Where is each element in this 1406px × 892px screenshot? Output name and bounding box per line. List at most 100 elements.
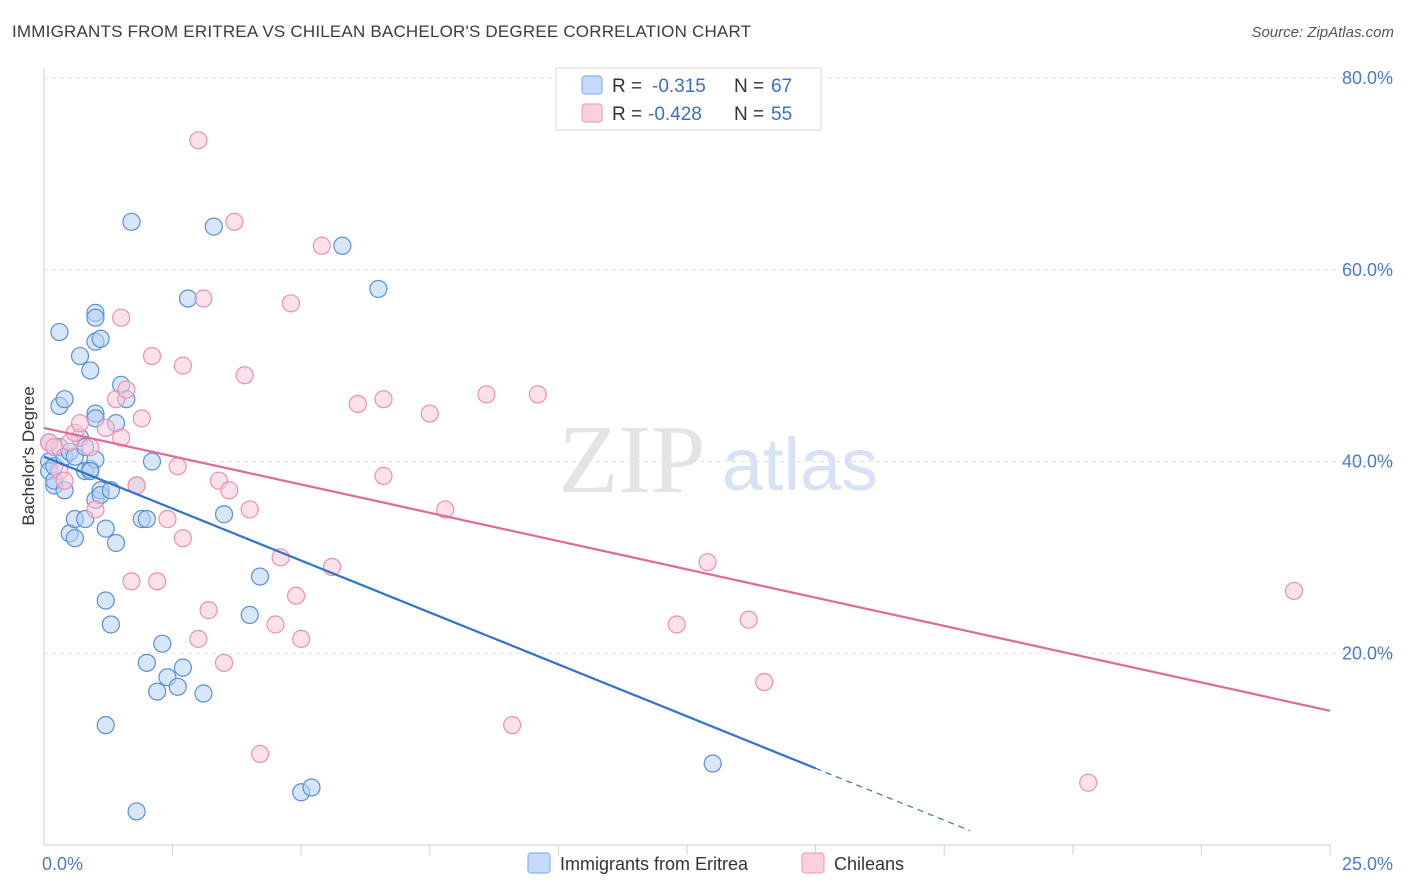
y-tick-label: 20.0% [1342,643,1393,663]
grid [44,77,1393,855]
y-tick-label: 40.0% [1342,452,1393,472]
data-point [420,404,439,423]
data-point [755,672,774,692]
data-point [503,716,522,735]
data-point [220,481,239,500]
data-point [45,438,64,457]
x-tick-labels: 0.0% 25.0% [42,854,1393,874]
data-point [374,466,393,485]
data-point [81,361,100,380]
data-point [122,212,141,231]
legend-r-label-chileans: R = [612,104,642,125]
legend-n-value-chileans: 55 [771,104,792,125]
watermark-atlas: atlas [722,423,878,506]
data-point [240,500,259,519]
data-point [235,366,254,385]
data-point [1079,773,1098,792]
data-point [189,629,208,648]
data-point [168,677,187,696]
y-tick-labels: 20.0% 40.0% 60.0% 80.0% [1342,68,1393,663]
data-point [70,346,90,366]
data-point [189,131,208,150]
trend-line [43,426,1331,712]
data-point [117,380,136,399]
trend-lines [43,426,1331,832]
legend-top: R = -0.315 N = 67 R = -0.428 N = 55 [555,67,822,131]
data-point [86,500,105,519]
data-point [173,658,192,677]
watermark-zip: ZIP [559,406,706,514]
legend-n-value-eritrea: 67 [771,76,792,97]
legend-r-label-eritrea: R = [612,76,642,97]
data-point [703,754,722,773]
data-point [127,802,146,821]
data-point [86,308,105,327]
data-point [96,519,115,538]
data-point [286,586,306,605]
data-point [250,744,270,764]
data-point [225,212,244,231]
data-point [132,409,151,428]
data-point [106,533,126,553]
data-point [369,279,388,299]
data-point [148,572,167,591]
data-point [142,346,162,366]
trend-line-extension [815,767,971,832]
data-point [55,390,74,409]
watermark: ZIP atlas [559,406,879,514]
data-point [137,653,156,672]
legend-swatch-eritrea [581,75,603,95]
data-point [50,322,69,342]
data-point [528,385,547,404]
data-point [173,356,192,375]
source-label: Source: ZipAtlas.com [1251,24,1394,41]
data-point [436,500,455,519]
data-point [112,308,131,327]
legend-swatch-chileans [581,103,603,123]
bottom-legend-label-eritrea: Immigrants from Eritrea [560,854,749,874]
legend-n-label-eritrea: N = [734,76,764,97]
trend-line [43,455,817,770]
x-tick-label-max: 25.0% [1342,854,1393,874]
y-axis-label: Bachelor's Degree [19,386,38,525]
data-point [142,452,162,471]
data-point [173,529,192,548]
data-point [374,390,393,409]
x-tick-label-min: 0.0% [42,854,83,874]
data-point [348,394,367,414]
data-point [698,553,717,572]
data-point [65,529,84,548]
y-tick-label: 60.0% [1342,260,1393,280]
data-point [148,682,167,701]
data-point [199,601,218,620]
data-point [1284,581,1304,601]
data-point [214,653,234,672]
data-point [250,567,270,586]
legend-n-label-chileans: N = [734,104,764,125]
y-tick-label: 80.0% [1342,68,1393,88]
series-eritrea-points [40,212,722,821]
data-point [96,418,115,438]
data-point [122,572,141,591]
data-point [333,236,352,255]
data-point [240,605,259,625]
data-point [302,778,321,797]
legend-r-value-chileans: -0.428 [648,104,702,125]
legend-bottom: Immigrants from Eritrea Chileans [527,852,904,874]
bottom-legend-swatch-chileans [801,852,825,874]
data-point [204,217,223,236]
data-point [739,610,758,629]
data-point [168,457,187,476]
data-point [70,414,90,433]
chart-title: IMMIGRANTS FROM ERITREA VS CHILEAN BACHE… [12,22,752,41]
bottom-legend-label-chileans: Chileans [834,854,904,874]
legend-r-value-eritrea: -0.315 [652,76,706,97]
data-point [137,509,156,529]
data-point [266,615,285,634]
data-point [153,634,172,653]
data-point [477,385,496,404]
data-point [281,294,301,313]
data-point [667,615,686,634]
data-point [96,591,115,610]
